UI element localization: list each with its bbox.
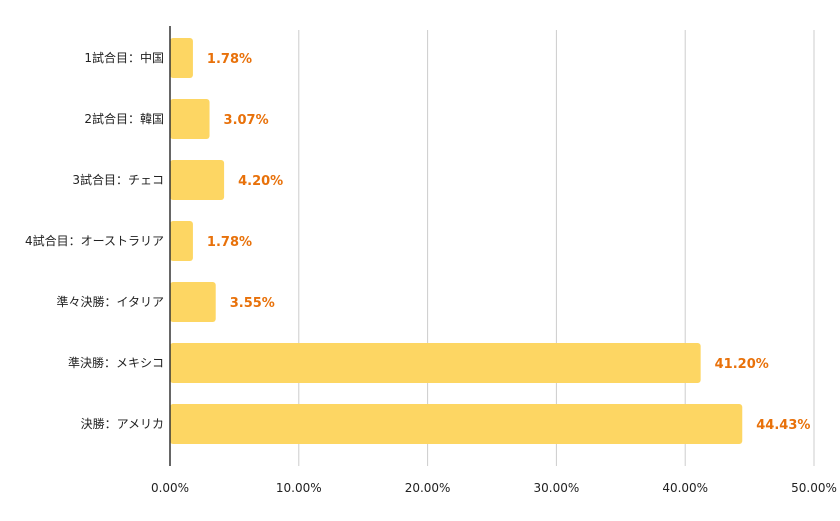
bar — [170, 221, 193, 261]
category-label: 決勝：アメリカ — [81, 416, 164, 431]
data-label: 4.20% — [238, 174, 283, 189]
category-label: 1試合目：中国 — [84, 50, 164, 65]
x-tick-label: 20.00% — [405, 481, 451, 495]
data-label: 1.78% — [207, 52, 252, 67]
x-tick-label: 10.00% — [276, 481, 322, 495]
data-label: 1.78% — [207, 235, 252, 250]
data-label: 41.20% — [715, 357, 769, 372]
bars — [170, 38, 743, 444]
data-label: 44.43% — [756, 418, 810, 433]
x-tick-label: 40.00% — [662, 481, 708, 495]
bar — [170, 404, 743, 444]
bar — [170, 282, 216, 322]
bar — [170, 343, 701, 383]
x-tick-labels: 0.00% 10.00% 20.00% 30.00% 40.00% 50.00% — [151, 481, 837, 495]
x-tick-label: 0.00% — [151, 481, 189, 495]
category-label: 4試合目：オーストラリア — [25, 233, 164, 248]
category-labels: 1試合目：中国 2試合目：韓国 3試合目：チェコ 4試合目：オーストラリア準々決勝：イ… — [25, 50, 164, 431]
category-label: 2試合目：韓国 — [84, 111, 164, 126]
data-label: 3.55% — [230, 296, 275, 311]
category-label: 準決勝：メキシコ — [68, 355, 164, 370]
gridlines — [298, 30, 815, 466]
bar — [170, 38, 193, 78]
category-label: 3試合目：チェコ — [72, 172, 164, 187]
category-label: 準々決勝：イタリア — [56, 294, 164, 309]
x-tick-label: 30.00% — [534, 481, 580, 495]
bar — [170, 160, 225, 200]
data-labels: 1.78% 3.07% 4.20% 1.78% 3.55% 41.20% 44.43% — [207, 52, 810, 433]
bar — [170, 99, 210, 139]
data-label: 3.07% — [224, 113, 269, 128]
x-tick-label: 50.00% — [791, 481, 837, 495]
